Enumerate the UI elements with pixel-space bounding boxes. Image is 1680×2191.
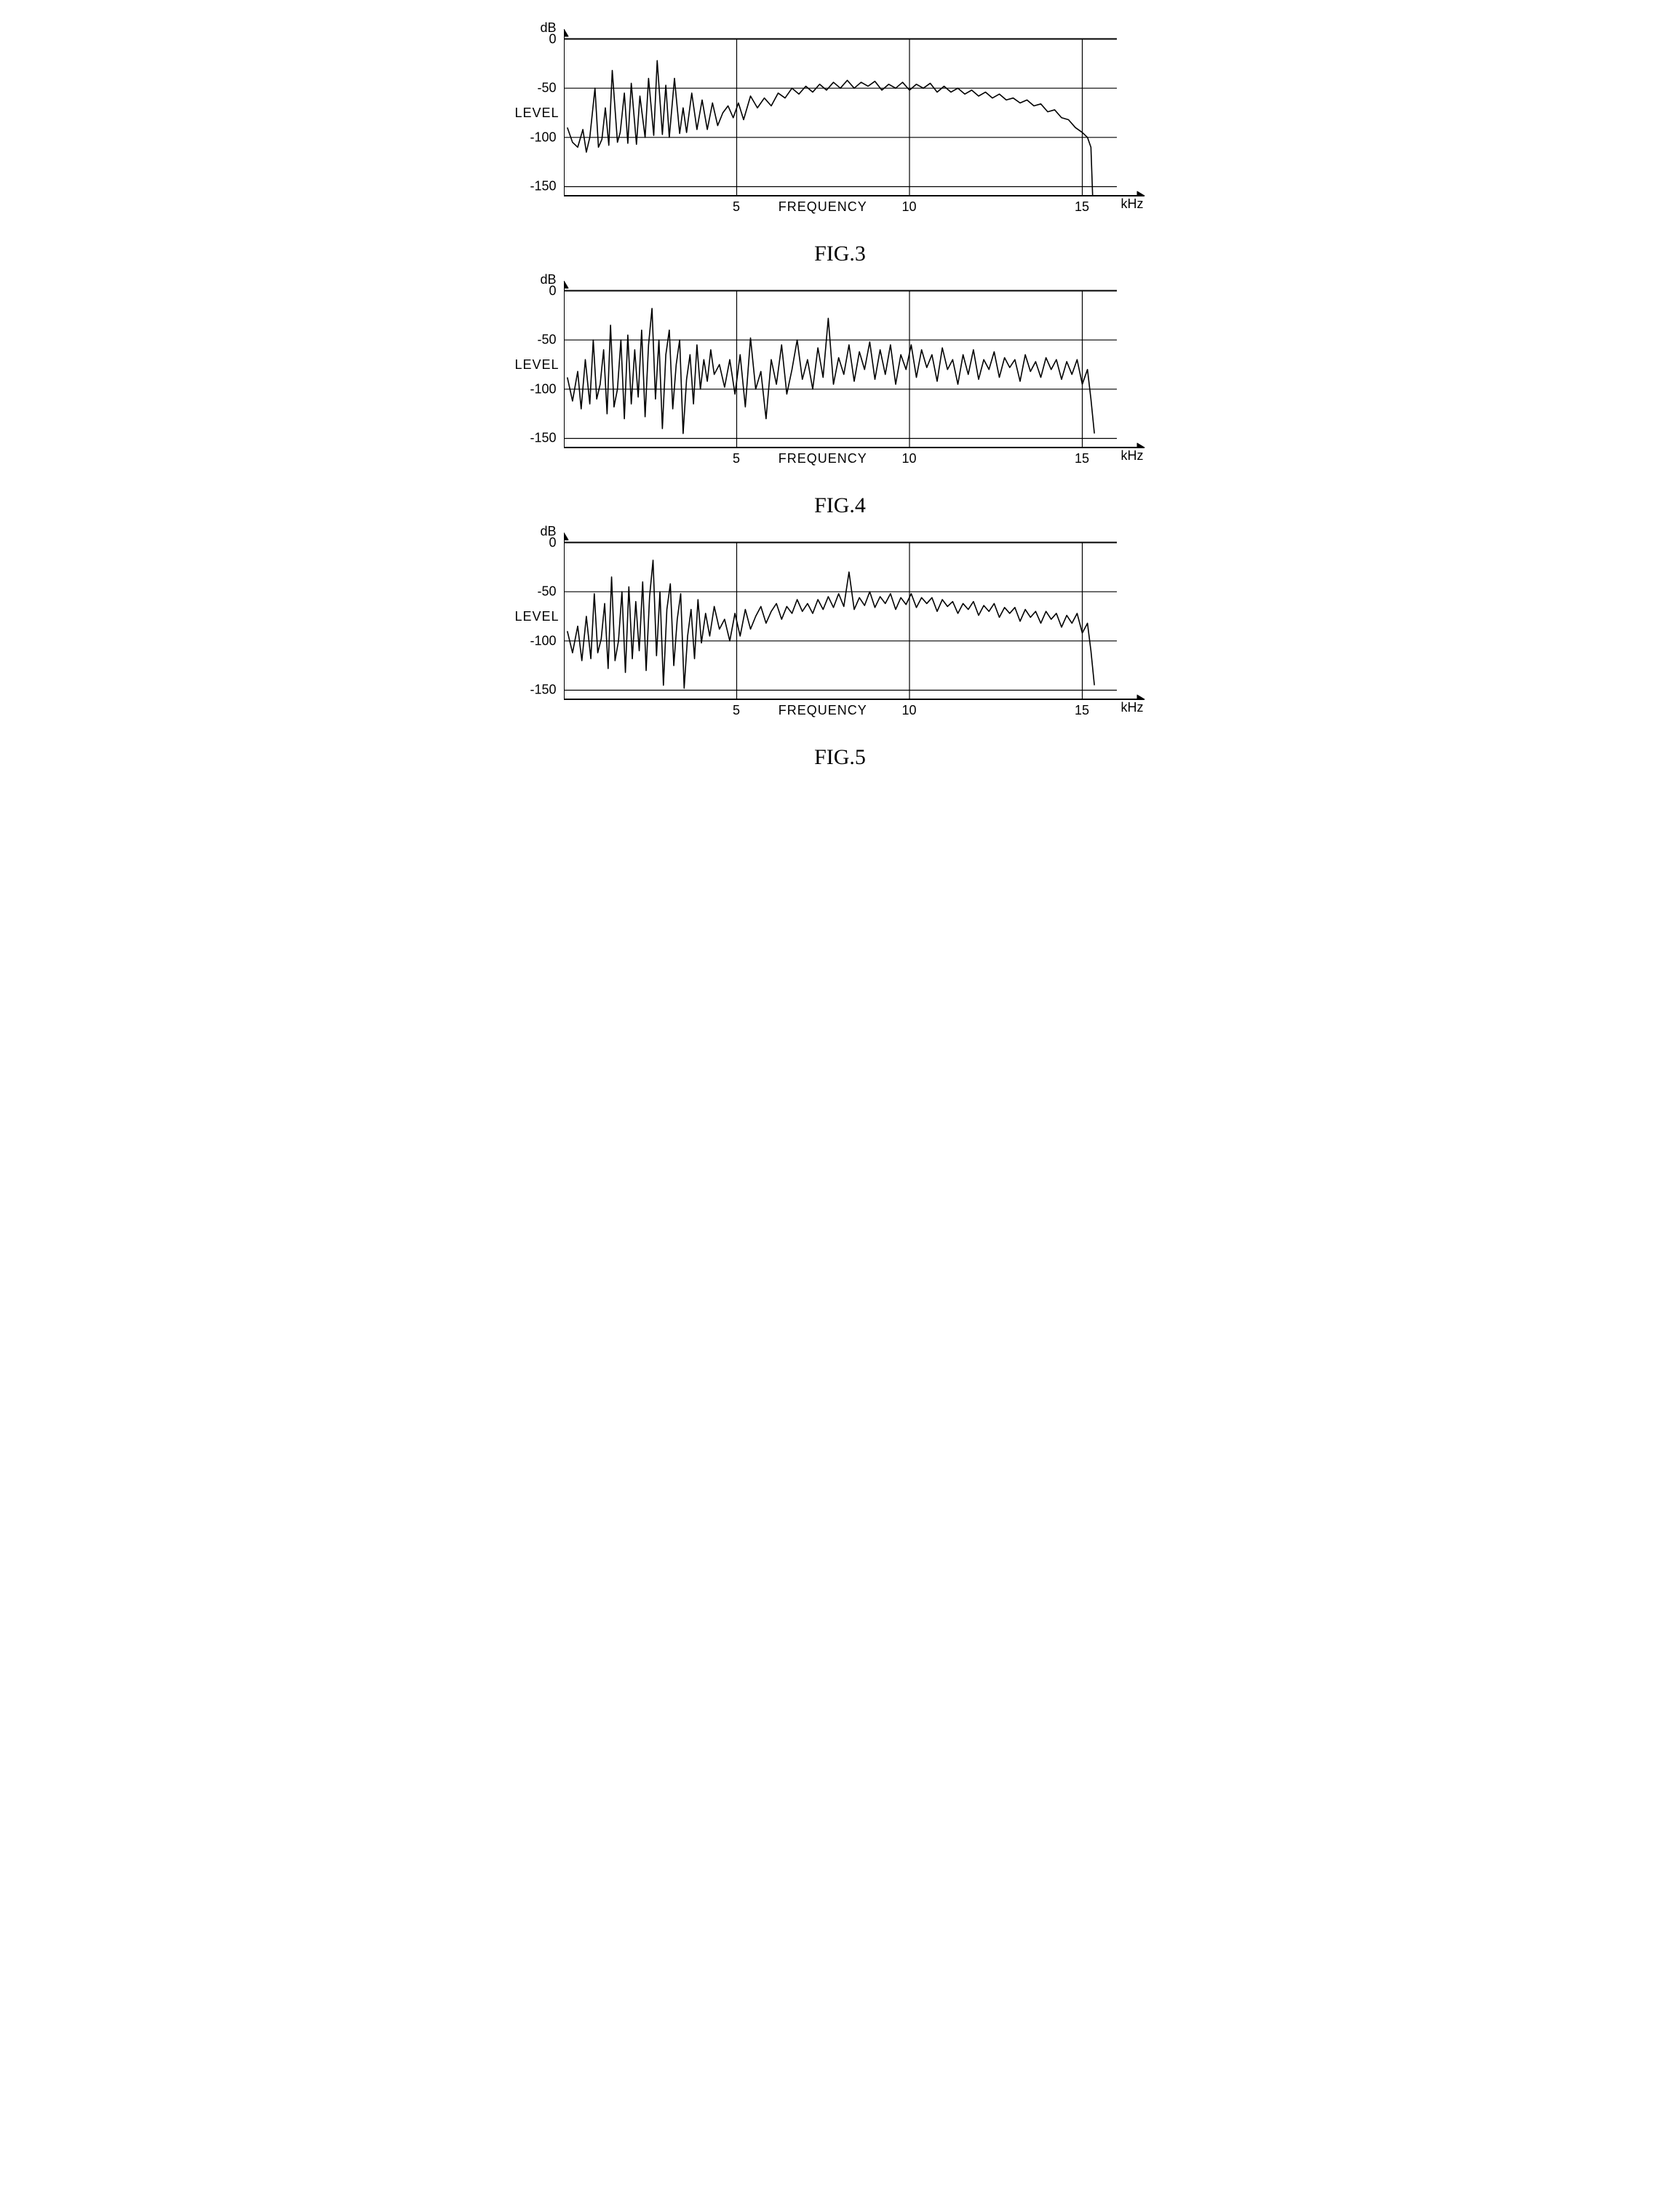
x-axis-arrow (1137, 695, 1144, 700)
figure-block: dB0-50-100-150LEVEL51015kHzFREQUENCYFIG.… (513, 281, 1168, 518)
x-tick-label: 15 (1075, 451, 1089, 466)
spectrum-trace (567, 309, 1094, 434)
figure-block: dB0-50-100-150LEVEL51015kHzFREQUENCYFIG.… (513, 533, 1168, 770)
y-axis-title: LEVEL (514, 106, 559, 121)
figure-caption: FIG.5 (513, 745, 1168, 770)
x-axis-title: FREQUENCY (779, 703, 867, 718)
x-tick-label: 5 (733, 703, 740, 718)
x-axis-labels: 5 10 15 kHz FREQUENCY (564, 700, 1146, 744)
y-tick-label: 0 (549, 535, 556, 550)
x-unit: kHz (1121, 196, 1144, 212)
x-tick-label: 10 (901, 451, 916, 466)
y-axis-labels: dB0-50-100-150LEVEL (513, 281, 564, 448)
y-tick-label: -100 (530, 130, 556, 145)
x-unit: kHz (1121, 448, 1144, 464)
y-tick-label: -150 (530, 179, 556, 194)
figure-block: dB0-50-100-150LEVEL51015kHzFREQUENCYFIG.… (513, 29, 1168, 266)
y-axis-title: LEVEL (514, 609, 559, 624)
x-axis-title: FREQUENCY (779, 199, 867, 215)
x-tick-label: 5 (733, 199, 740, 215)
x-tick-label: 5 (733, 451, 740, 466)
spectrum-plot (564, 281, 1146, 448)
y-tick-label: -150 (530, 431, 556, 446)
y-tick-label: 0 (549, 31, 556, 47)
x-axis-labels: 5 10 15 kHz FREQUENCY (564, 448, 1146, 492)
y-axis-arrow (564, 533, 568, 540)
x-axis-arrow (1137, 191, 1144, 196)
y-tick-label: -50 (537, 333, 556, 348)
y-tick-label: 0 (549, 283, 556, 298)
y-tick-label: -50 (537, 81, 556, 96)
x-tick-label: 10 (901, 703, 916, 718)
y-tick-label: -150 (530, 683, 556, 698)
x-tick-label: 15 (1075, 703, 1089, 718)
spectrum-plot (564, 29, 1146, 196)
spectrum-plot (564, 533, 1146, 700)
y-axis-arrow (564, 281, 568, 288)
figure-caption: FIG.4 (513, 493, 1168, 518)
x-tick-label: 10 (901, 199, 916, 215)
y-axis-labels: dB0-50-100-150LEVEL (513, 29, 564, 196)
y-axis-title: LEVEL (514, 357, 559, 373)
y-tick-label: -100 (530, 633, 556, 648)
y-axis-labels: dB0-50-100-150LEVEL (513, 533, 564, 700)
spectrum-trace (567, 560, 1094, 688)
x-unit: kHz (1121, 700, 1144, 715)
spectrum-trace (567, 60, 1092, 196)
x-tick-label: 15 (1075, 199, 1089, 215)
y-tick-label: -50 (537, 584, 556, 600)
x-axis-labels: 5 10 15 kHz FREQUENCY (564, 196, 1146, 240)
x-axis-title: FREQUENCY (779, 451, 867, 466)
y-axis-arrow (564, 29, 568, 36)
figure-caption: FIG.3 (513, 242, 1168, 266)
x-axis-arrow (1137, 443, 1144, 448)
y-tick-label: -100 (530, 381, 556, 397)
